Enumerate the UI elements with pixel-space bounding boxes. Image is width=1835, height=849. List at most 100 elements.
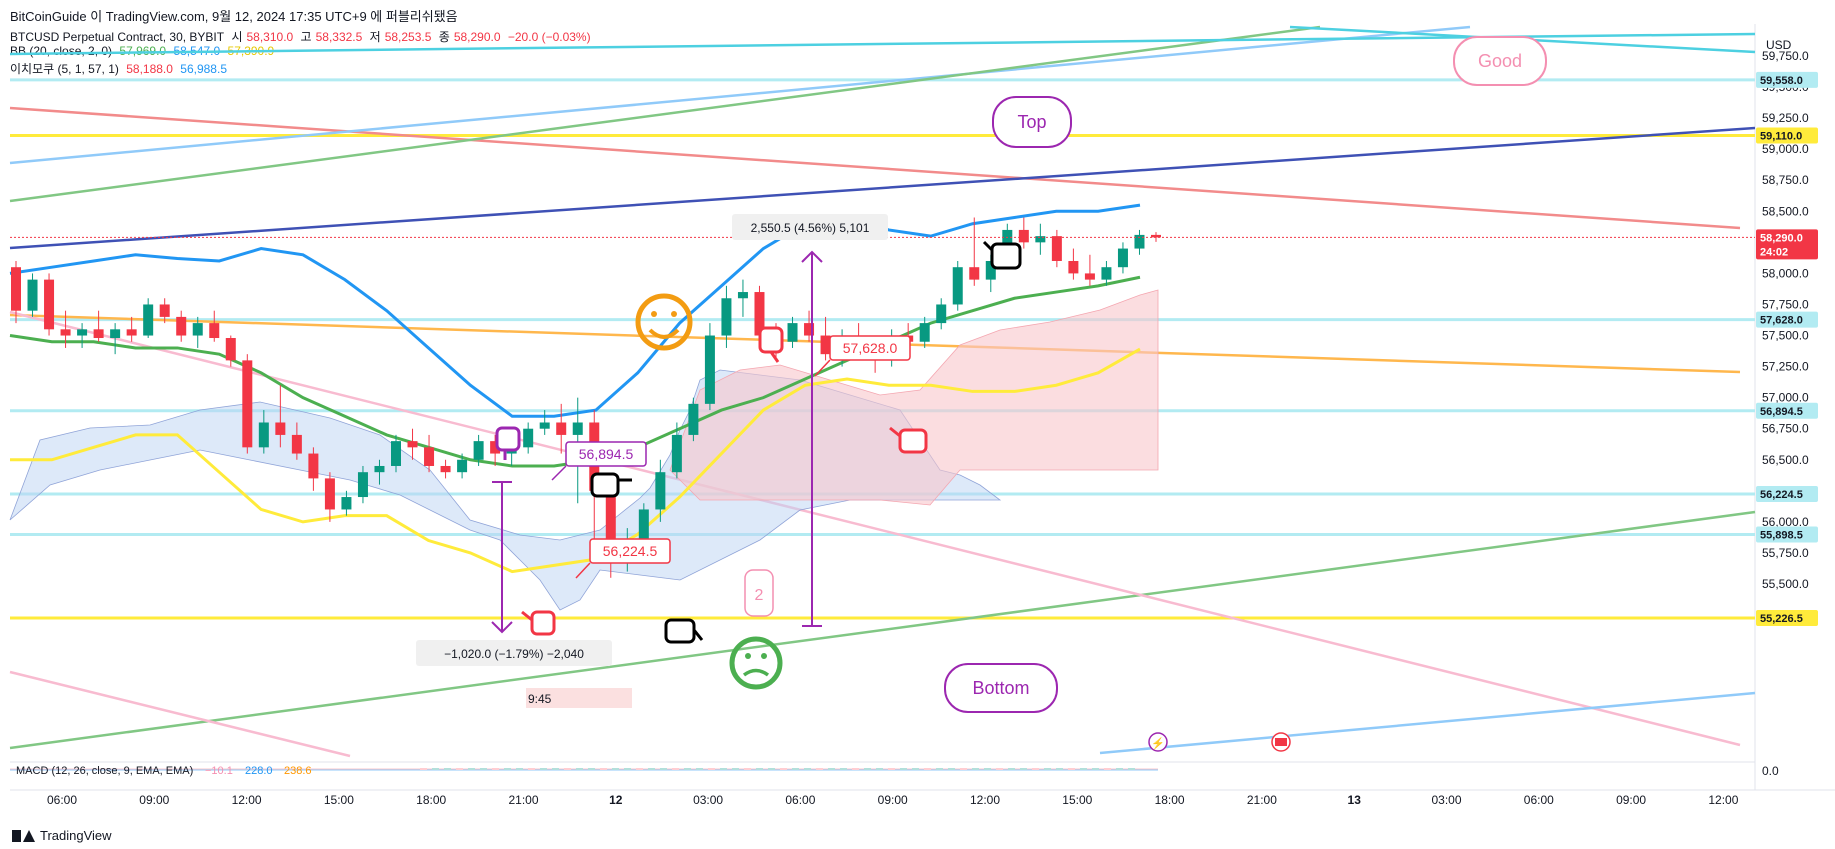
measure-up-tool[interactable]: 2,550.5 (4.56%) 5,101 <box>732 214 888 627</box>
measure-up-arrow <box>801 250 823 263</box>
footer-brand[interactable]: TradingView <box>12 828 112 843</box>
happy-face-icon <box>635 293 693 351</box>
bb-basis-value: 57,969.0 <box>119 44 167 58</box>
trendline-red <box>9 106 1741 230</box>
candle-body <box>407 441 418 448</box>
trendline-green-top <box>9 25 1321 203</box>
macd-bar <box>828 768 835 770</box>
candle-body <box>985 260 996 280</box>
measure-down-label: −1,020.0 (−1.79%) −2,040 <box>444 647 584 661</box>
macd-bar <box>732 768 739 770</box>
candle-body <box>275 422 286 435</box>
time-tick: 18:00 <box>1155 793 1185 807</box>
macd-bar <box>624 768 631 770</box>
candle-body <box>605 490 616 547</box>
price-tick: 55,500.0 <box>1762 577 1809 591</box>
candle-body <box>1035 236 1046 243</box>
macd-bar <box>540 768 547 770</box>
callout-56224-pointer <box>575 562 591 579</box>
candle-body <box>1068 260 1079 274</box>
candle-body <box>952 267 963 305</box>
candle-body <box>143 304 154 336</box>
lightning-glyph: ⚡ <box>1151 737 1165 750</box>
time-tick: 21:00 <box>508 793 538 807</box>
callout-56224[interactable]: 56,224.5 <box>575 538 671 579</box>
candle-body <box>1134 234 1145 249</box>
price-tag-label: 55,226.5 <box>1760 613 1803 625</box>
price-tag <box>1756 526 1818 543</box>
candle-body <box>1151 234 1161 238</box>
price-axis[interactable]: 59,750.059,500.059,250.059,000.058,750.0… <box>1762 49 1809 591</box>
time-tick: 09:00 <box>139 793 169 807</box>
price-tags: 59,558.0 59,110.0 58,290.0 24:02 57,628.0 56,… <box>1756 71 1818 626</box>
time-tick: 03:00 <box>1431 793 1461 807</box>
callout-56894-label: 56,894.5 <box>579 446 634 462</box>
pointing-hand-icon <box>758 326 784 363</box>
macd-bar <box>696 768 703 770</box>
time-tick: 15:00 <box>324 793 354 807</box>
time-tick: 06:00 <box>1524 793 1554 807</box>
candle-body <box>1101 267 1112 280</box>
candle-body <box>110 329 121 339</box>
measure-down-tool[interactable]: −1,020.0 (−1.79%) −2,040 <box>416 481 612 666</box>
macd-bar <box>492 768 499 770</box>
candle-body <box>258 422 269 448</box>
price-tick: 58,750.0 <box>1762 173 1809 187</box>
candle-body <box>308 453 319 479</box>
candle-body <box>556 422 567 435</box>
ohlc-low: 58,253.5 <box>384 30 432 44</box>
ohlc-close: 58,290.0 <box>453 30 501 44</box>
macd-bar <box>432 768 439 770</box>
price-tag-label: 59,558.0 <box>1760 75 1803 87</box>
measure-down-box <box>416 640 612 666</box>
price-tick: 59,250.0 <box>1762 111 1809 125</box>
macd-bar <box>456 768 463 770</box>
callout-57628[interactable]: 57,628.0 <box>814 335 911 377</box>
time-tick: 06:00 <box>785 793 815 807</box>
event-lightning-icon[interactable] <box>1148 732 1168 752</box>
candle-body <box>473 441 484 460</box>
macd-bar <box>672 768 679 770</box>
candle-body <box>638 509 649 541</box>
time-tick: 12 <box>609 793 623 807</box>
macd-value-2: 228.0 <box>245 765 273 777</box>
macd-zero-tick: 0.0 <box>1762 764 1779 778</box>
macd-bar <box>708 768 715 770</box>
macd-bar <box>1092 768 1099 770</box>
candle-body <box>209 323 220 339</box>
callout-56894[interactable]: 56,894.5 <box>551 441 647 481</box>
tradingview-logo-icon <box>12 829 35 842</box>
ichimoku-legend[interactable]: 이치모쿠 (5, 1, 57, 1) 58,188.0 56,988.5 <box>10 60 231 77</box>
candle-body <box>523 428 534 448</box>
macd-bar <box>984 768 991 770</box>
bb-upper-line <box>9 203 1141 418</box>
measure-up-label: 2,550.5 (4.56%) 5,101 <box>751 221 870 235</box>
price-tick: 57,500.0 <box>1762 329 1809 343</box>
top-bubble: Top <box>992 96 1072 148</box>
callout-56224-label: 56,224.5 <box>603 543 658 559</box>
candle-body <box>1018 229 1029 243</box>
price-tag <box>1756 229 1818 260</box>
candle-body <box>225 338 236 361</box>
macd-bar <box>1056 768 1063 770</box>
macd-bar <box>504 768 511 770</box>
ohlc-high-label: 고 <box>300 30 312 44</box>
ohlc-close-label: 종 <box>438 30 450 44</box>
price-tag <box>1756 127 1818 144</box>
crying-face-icon <box>729 636 783 690</box>
footer-brand-label: TradingView <box>40 828 112 843</box>
symbol-legend[interactable]: BTCUSD Perpetual Contract, 30, BYBIT 시 58… <box>10 28 595 45</box>
price-tag-label: 57,628.0 <box>1760 315 1803 327</box>
time-axis[interactable]: 06:00 09:00 12:00 15:00 18:00 21:00 12 03:00 06:… <box>47 793 1739 807</box>
candle-body <box>737 292 748 299</box>
candle-body <box>721 298 732 336</box>
time-tick: 09:00 <box>878 793 908 807</box>
candle-body <box>374 465 385 473</box>
candle-body <box>341 497 352 510</box>
candle-body <box>391 441 401 466</box>
macd-bar <box>1020 768 1027 770</box>
macd-bar <box>912 768 919 770</box>
macd-bar <box>1032 768 1039 770</box>
measure-up-box <box>732 214 888 240</box>
